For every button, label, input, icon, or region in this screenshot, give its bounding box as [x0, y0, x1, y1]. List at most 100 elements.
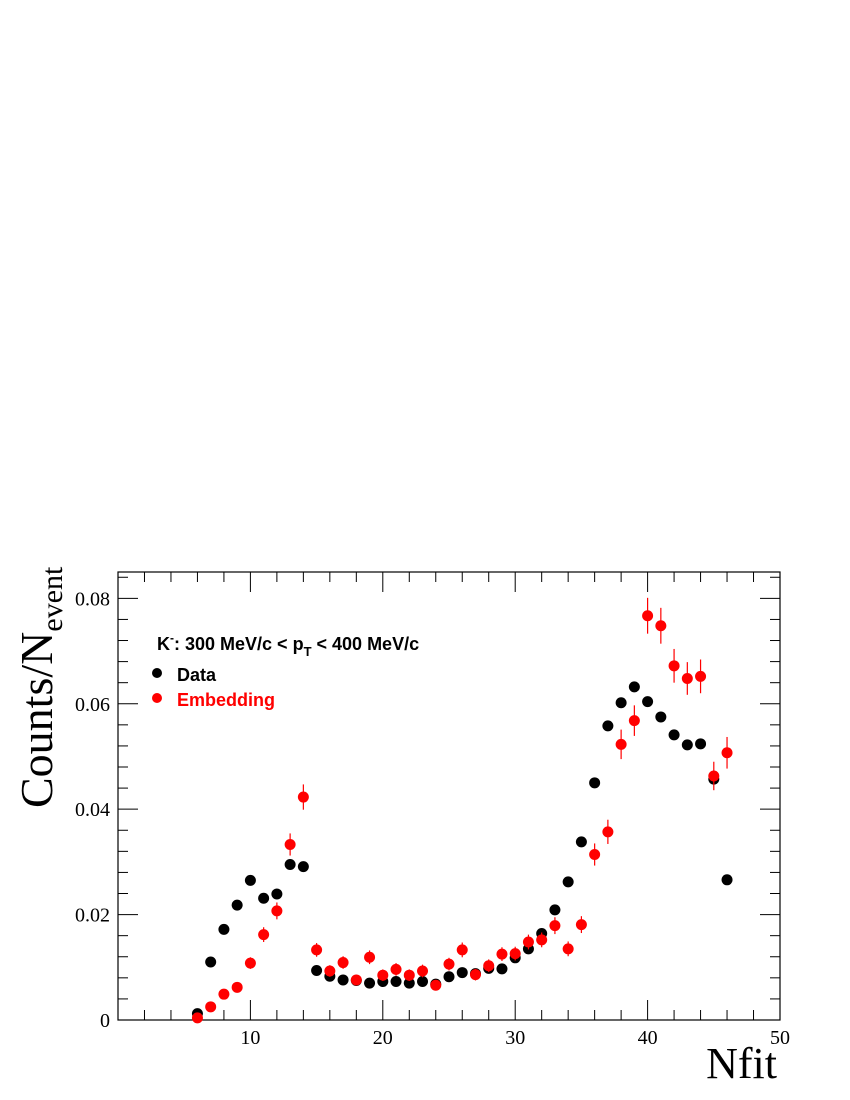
data-point	[483, 960, 495, 972]
y-tick-label: 0.04	[75, 799, 110, 821]
data-point	[297, 791, 309, 803]
data-point	[681, 672, 693, 684]
data-point	[231, 899, 243, 911]
data-point	[403, 977, 415, 989]
series-layer	[191, 597, 733, 1024]
data-point	[562, 943, 574, 955]
data-point	[575, 836, 587, 848]
data-point	[443, 971, 455, 983]
data-point	[430, 979, 442, 991]
x-tick-label: 40	[638, 1027, 658, 1049]
x-tick-label: 50	[770, 1027, 790, 1049]
data-point	[575, 919, 587, 931]
data-point	[602, 826, 614, 838]
data-point	[496, 963, 508, 975]
data-point	[271, 905, 283, 917]
data-point	[244, 874, 256, 886]
y-tick-label: 0.08	[75, 588, 110, 610]
data-point	[668, 729, 680, 741]
data-point	[496, 948, 508, 960]
data-point	[311, 944, 323, 956]
annotation-part1: : 300 MeV/c < p	[174, 634, 304, 654]
legend: Data Embedding	[152, 665, 275, 710]
data-point	[337, 957, 349, 969]
data-point	[589, 849, 601, 861]
data-point	[628, 681, 640, 693]
data-point	[364, 977, 376, 989]
x-tick-label: 10	[240, 1027, 260, 1049]
plot-annotation: K-: 300 MeV/c < pT < 400 MeV/c	[157, 631, 419, 659]
data-point	[655, 620, 667, 632]
y-axis-label-sub: event	[36, 566, 69, 632]
data-point	[721, 747, 733, 759]
data-point	[642, 610, 654, 622]
data-point	[695, 670, 707, 682]
y-tick-label: 0.06	[75, 694, 110, 716]
data-point	[311, 964, 323, 976]
data-point	[324, 965, 336, 977]
data-point	[337, 974, 349, 986]
data-point	[549, 920, 561, 932]
x-tick-label: 20	[373, 1027, 393, 1049]
data-point	[655, 711, 667, 723]
data-point	[708, 770, 720, 782]
data-point	[271, 888, 283, 900]
data-point	[377, 969, 389, 981]
data-point	[602, 720, 614, 732]
x-axis-label: Nfit	[706, 1039, 777, 1088]
data-point	[191, 1012, 203, 1024]
annotation-part2: < 400 MeV/c	[312, 634, 420, 654]
x-tick-label: 30	[505, 1027, 525, 1049]
data-point	[258, 929, 270, 941]
series-embedding	[191, 597, 733, 1024]
series-data	[191, 681, 733, 1020]
legend-marker-embedding	[152, 693, 162, 703]
data-point	[668, 660, 680, 672]
axis-ticks	[118, 572, 780, 1020]
data-point	[364, 951, 376, 963]
data-point	[403, 969, 415, 981]
data-point	[218, 923, 230, 935]
annotation-particle: K	[157, 634, 170, 654]
data-point	[549, 904, 561, 916]
y-axis-label-main: Counts/N	[11, 632, 62, 808]
legend-label-embedding: Embedding	[177, 690, 275, 710]
data-point	[205, 956, 217, 968]
data-point	[456, 967, 468, 979]
data-point	[284, 859, 296, 871]
data-point	[218, 988, 230, 1000]
data-point	[417, 965, 429, 977]
data-point	[350, 974, 362, 986]
legend-marker-data	[152, 668, 162, 678]
data-point	[417, 976, 429, 988]
data-point	[615, 738, 627, 750]
data-point	[628, 715, 640, 727]
data-point	[615, 697, 627, 709]
plot-frame	[117, 571, 781, 1021]
data-point	[297, 861, 309, 873]
data-point	[258, 892, 270, 904]
data-point	[284, 838, 296, 850]
data-point	[721, 874, 733, 886]
legend-label-data: Data	[177, 665, 217, 685]
data-point	[681, 739, 693, 751]
data-point	[244, 957, 256, 969]
y-tick-label: 0	[100, 1010, 110, 1032]
data-point	[536, 934, 548, 946]
data-point	[695, 738, 707, 750]
y-axis-label: Counts/Nevent	[11, 566, 69, 808]
data-point	[509, 948, 521, 960]
annotation-sub: T	[304, 644, 312, 659]
data-point	[390, 963, 402, 975]
data-point	[443, 958, 455, 970]
data-point	[562, 876, 574, 888]
data-point	[456, 944, 468, 956]
axis-tick-labels: 10 20 30 40 50 0 0.02 0.04 0.06 0.08	[75, 588, 790, 1049]
y-tick-label: 0.02	[75, 905, 110, 927]
data-point	[642, 696, 654, 708]
data-point	[469, 969, 481, 981]
data-point	[390, 976, 402, 988]
data-point	[589, 777, 601, 789]
annotation-charge: -	[170, 631, 174, 645]
